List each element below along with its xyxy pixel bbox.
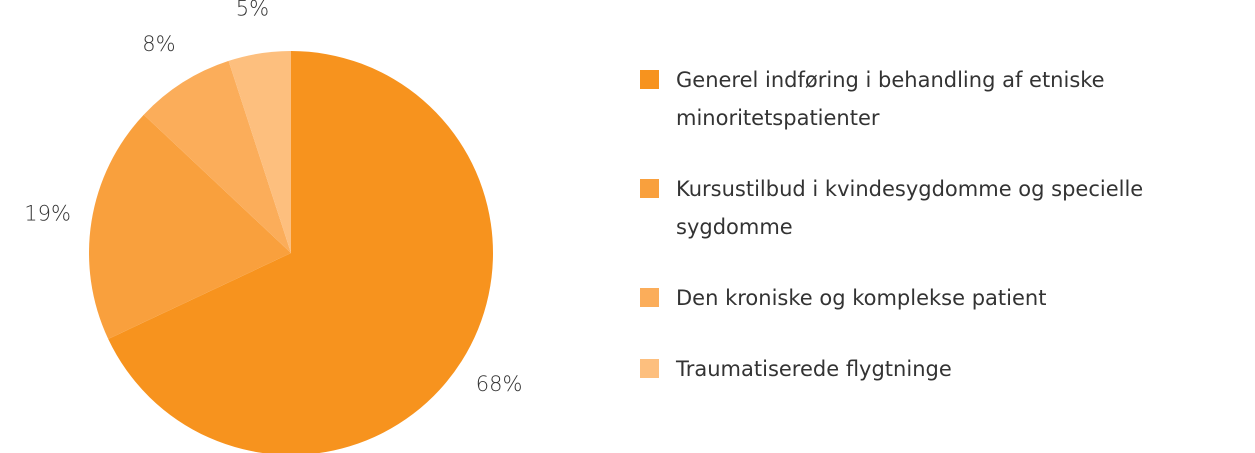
legend-item: Kursustilbud i kvindesygdomme og speciel… — [640, 173, 1250, 246]
data-label: 8% — [142, 32, 175, 56]
legend-swatch — [640, 70, 659, 89]
legend-label: Generel indføring i behandling af etnisk… — [676, 68, 1105, 130]
pie-slice — [89, 114, 291, 340]
legend-label: Traumatiserede flygtninge — [676, 357, 952, 381]
legend-item: Traumatiserede flygtninge — [640, 353, 1250, 388]
legend-item: Generel indføring i behandling af etnisk… — [640, 64, 1250, 137]
legend-item: Den kroniske og komplekse patient — [640, 282, 1250, 317]
legend-swatch — [640, 179, 659, 198]
pie-slice — [143, 60, 291, 254]
pie-slice — [108, 51, 493, 453]
data-label: 68% — [476, 372, 523, 396]
pie-slice — [228, 51, 291, 253]
legend-swatch — [640, 288, 659, 307]
legend-swatch — [640, 359, 659, 378]
data-label: 19% — [24, 201, 71, 225]
pie-chart: 68% 19% 8% 5% — [24, 0, 523, 453]
legend: Generel indføring i behandling af etnisk… — [640, 64, 1250, 424]
legend-label: Kursustilbud i kvindesygdomme og speciel… — [676, 177, 1144, 239]
data-label: 5% — [236, 0, 269, 21]
legend-label: Den kroniske og komplekse patient — [676, 286, 1047, 310]
